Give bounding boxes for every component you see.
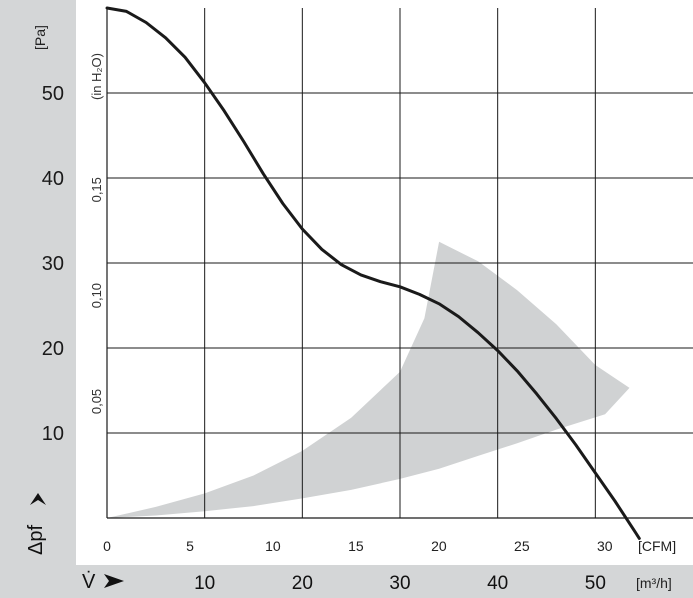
y-tick-pa: 50 (42, 83, 64, 105)
flow-symbol: V̇ (82, 571, 96, 593)
x-tick-m3h: 50 (585, 573, 606, 594)
pressure-symbol: Δpf (25, 525, 47, 555)
y-tick-pa: 20 (42, 338, 64, 360)
y-tick-pa: 10 (42, 423, 64, 445)
x-tick-m3h: 40 (487, 573, 508, 594)
x-axis-unit-cfm: [CFM] (638, 538, 676, 554)
x-tick-cfm: 20 (431, 538, 447, 554)
x-tick-m3h: 10 (194, 573, 215, 594)
pressure-arrow-icon (30, 493, 46, 505)
x-axis-unit-m3h: [m³/h] (636, 575, 672, 591)
x-tick-cfm: 25 (514, 538, 530, 554)
x-tick-cfm: 10 (265, 538, 281, 554)
left-axis-band (0, 0, 76, 598)
y-tick-inh2o: 0,10 (89, 283, 104, 308)
x-tick-cfm: 0 (103, 538, 111, 554)
x-tick-cfm: 15 (348, 538, 364, 554)
operating-range-area (107, 241, 630, 519)
flow-arrow-icon (104, 574, 124, 588)
y-tick-pa: 40 (42, 168, 64, 190)
y-axis-unit-inh2o: (in H₂O) (89, 53, 104, 100)
fan-curve-line (105, 6, 641, 540)
x-tick-m3h: 20 (292, 573, 313, 594)
y-tick-inh2o: 0,05 (89, 389, 104, 414)
y-tick-inh2o: 0,15 (89, 177, 104, 202)
y-axis-unit-pa: [Pa] (32, 25, 48, 50)
x-tick-m3h: 30 (389, 573, 410, 594)
x-tick-cfm: 5 (186, 538, 194, 554)
y-tick-pa: 30 (42, 253, 64, 275)
x-tick-cfm: 30 (597, 538, 613, 554)
